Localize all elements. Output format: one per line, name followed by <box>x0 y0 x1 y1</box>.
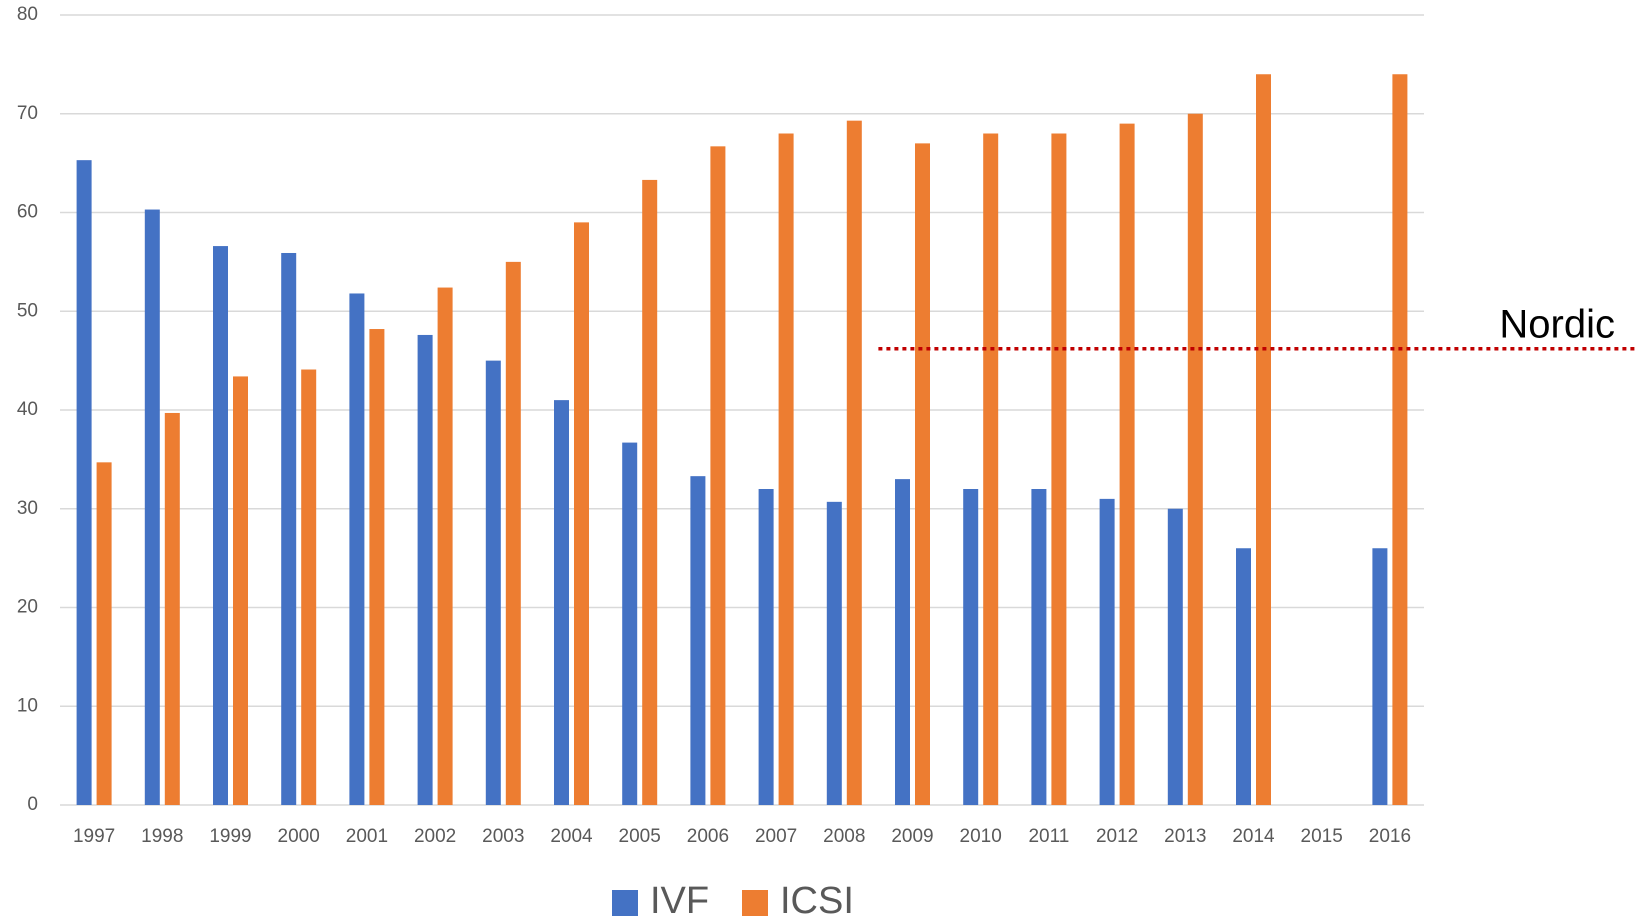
bar <box>622 442 638 805</box>
bar <box>144 209 160 806</box>
x-tick-label: 2002 <box>414 826 456 847</box>
y-tick-label: 40 <box>17 399 38 420</box>
x-tick-label: 2009 <box>891 826 933 847</box>
bar <box>915 143 930 805</box>
x-tick-label: 1998 <box>141 826 183 847</box>
y-tick-label: 70 <box>17 103 38 124</box>
bar <box>983 133 999 805</box>
y-tick-label: 20 <box>17 597 38 618</box>
x-tick-label: 2016 <box>1369 826 1411 847</box>
y-tick-label: 50 <box>17 300 38 321</box>
bar <box>1031 489 1047 805</box>
x-tick-label: 2014 <box>1232 826 1275 847</box>
x-tick-label: 1997 <box>73 826 115 847</box>
y-tick-label: 80 <box>17 4 38 25</box>
bar <box>1256 74 1271 805</box>
bar <box>164 412 180 805</box>
bar <box>417 334 433 805</box>
bar <box>76 160 92 806</box>
bar <box>895 479 910 805</box>
bar <box>437 287 453 805</box>
bar <box>369 329 385 805</box>
x-tick-label: 2004 <box>550 826 593 847</box>
x-tick-label: 2010 <box>960 826 1002 847</box>
bar <box>690 476 706 805</box>
bar <box>1119 123 1135 805</box>
bar <box>846 120 862 806</box>
bar <box>778 133 794 805</box>
legend-swatch <box>612 890 638 916</box>
x-tick-label: 2013 <box>1164 826 1206 847</box>
bar <box>642 179 658 806</box>
y-tick-label: 60 <box>17 202 38 223</box>
bar <box>485 360 501 805</box>
bar <box>758 489 774 805</box>
bar <box>963 489 979 805</box>
x-tick-label: 2000 <box>278 826 320 847</box>
bar <box>574 222 589 805</box>
bar <box>826 501 842 805</box>
x-tick-label: 2007 <box>755 826 797 847</box>
legend-label: IVF <box>650 880 709 916</box>
bar <box>1236 548 1251 805</box>
bar <box>301 369 317 805</box>
bar <box>710 146 726 805</box>
x-tick-label: 2003 <box>482 826 524 847</box>
x-tick-label: 2005 <box>619 826 661 847</box>
bar <box>1099 498 1115 805</box>
bar <box>1051 133 1067 805</box>
bar <box>505 261 521 805</box>
x-tick-label: 2001 <box>346 826 388 847</box>
x-tick-label: 2008 <box>823 826 865 847</box>
x-tick-label: 2015 <box>1301 826 1343 847</box>
bar <box>96 462 112 805</box>
y-tick-label: 0 <box>27 794 38 815</box>
bar <box>233 376 248 805</box>
bar <box>554 400 569 805</box>
bar <box>281 252 297 806</box>
bar <box>213 246 228 805</box>
bar <box>1392 74 1408 805</box>
x-tick-label: 2006 <box>687 826 729 847</box>
x-tick-label: 2012 <box>1096 826 1138 847</box>
bar <box>1187 113 1203 805</box>
legend-label: ICSI <box>780 880 854 916</box>
y-tick-label: 10 <box>17 695 38 716</box>
bar <box>349 293 365 805</box>
reference-label: Nordic <box>1499 302 1615 346</box>
legend-swatch <box>742 890 768 916</box>
y-tick-label: 30 <box>17 498 38 519</box>
bar <box>1167 508 1183 805</box>
x-tick-label: 1999 <box>209 826 251 847</box>
bar <box>1372 548 1388 805</box>
x-tick-label: 2011 <box>1028 826 1069 847</box>
